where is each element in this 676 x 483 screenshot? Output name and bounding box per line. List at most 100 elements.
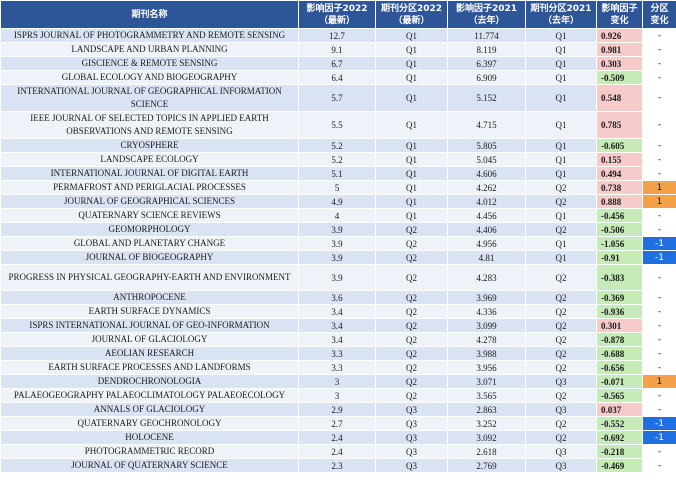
- journal-name: JOURNAL OF GLACIOLOGY: [0, 332, 299, 347]
- quartile-2021: Q2: [525, 430, 597, 445]
- quartile-2021: Q2: [525, 194, 597, 209]
- header-if-change: 影响因子 变化: [596, 0, 643, 29]
- quartile-change: -: [642, 84, 676, 112]
- impact-factor-2021: 3.071: [447, 374, 526, 389]
- header-if-2022-line: （最新）: [318, 15, 355, 26]
- quartile-change: -: [642, 304, 676, 319]
- impact-factor-2022: 2.9: [298, 402, 376, 417]
- quartile-2022: Q1: [375, 180, 448, 195]
- impact-factor-2022: 5: [298, 180, 376, 195]
- quartile-change: -: [642, 402, 676, 417]
- quartile-2021: Q1: [525, 70, 597, 85]
- impact-factor-2021: 4.81: [447, 250, 526, 265]
- journal-name: GLOBAL AND PLANETARY CHANGE: [0, 236, 299, 251]
- quartile-change: -: [642, 346, 676, 361]
- impact-factor-2022: 3.9: [298, 250, 376, 265]
- impact-factor-2021: 5.805: [447, 138, 526, 153]
- quartile-change: -1: [642, 236, 676, 251]
- quartile-change: -: [642, 290, 676, 305]
- impact-factor-change: 0.155: [596, 152, 643, 167]
- impact-factor-2021: 3.252: [447, 416, 526, 431]
- quartile-2021: Q2: [525, 332, 597, 347]
- table-row: PERMAFROST AND PERIGLACIAL PROCESSES 5 Q1 4…: [0, 180, 676, 195]
- impact-factor-2022: 3.9: [298, 236, 376, 251]
- table-row: HOLOCENE 2.4 Q3 3.092 Q2 -0.692 -1: [0, 430, 676, 445]
- impact-factor-2022: 2.3: [298, 458, 376, 473]
- table-row: PALAEOGEOGRAPHY PALAEOCLIMATOLOGY PALAEO…: [0, 388, 676, 403]
- header-if-change-line: 变化: [610, 15, 629, 26]
- quartile-2022: Q1: [375, 194, 448, 209]
- quartile-change: -: [642, 42, 676, 57]
- journal-name: EARTH SURFACE PROCESSES AND LANDFORMS: [0, 360, 299, 375]
- quartile-2021: Q1: [525, 42, 597, 57]
- journal-name: QUATERNARY GEOCHRONOLOGY: [0, 416, 299, 431]
- quartile-2022: Q2: [375, 222, 448, 237]
- quartile-2022: Q2: [375, 250, 448, 265]
- header-if-2021-line: （去年）: [468, 15, 505, 26]
- quartile-2022: Q1: [375, 166, 448, 181]
- quartile-2022: Q2: [375, 290, 448, 305]
- impact-factor-2021: 4.456: [447, 208, 526, 223]
- quartile-2021: Q1: [525, 166, 597, 181]
- quartile-change: -: [642, 264, 676, 291]
- impact-factor-2021: 4.262: [447, 180, 526, 195]
- journal-name: PHOTOGRAMMETRIC RECORD: [0, 444, 299, 459]
- quartile-change: -: [642, 222, 676, 237]
- impact-factor-2022: 2.4: [298, 430, 376, 445]
- impact-factor-2022: 12.7: [298, 28, 376, 43]
- impact-factor-2021: 11.774: [447, 28, 526, 43]
- quartile-2021: Q3: [525, 402, 597, 417]
- quartile-change: -: [642, 388, 676, 403]
- table-row: GLOBAL ECOLOGY AND BIOGEOGRAPHY 6.4 Q1 6.90…: [0, 70, 676, 85]
- impact-factor-2021: 6.397: [447, 56, 526, 71]
- header-quartile-2022-line: 期刊分区2022: [380, 3, 443, 14]
- impact-factor-change: -0.506: [596, 222, 643, 237]
- quartile-2022: Q1: [375, 111, 448, 139]
- impact-factor-change: 0.981: [596, 42, 643, 57]
- quartile-2021: Q2: [525, 388, 597, 403]
- table-row: DENDROCHRONOLOGIA 3 Q2 3.071 Q3 -0.071 1: [0, 374, 676, 389]
- table-row: PHOTOGRAMMETRIC RECORD 2.4 Q3 2.618 Q3 -0.218…: [0, 444, 676, 459]
- table-row: INTERNATIONAL JOURNAL OF DIGITAL EARTH 5.…: [0, 166, 676, 181]
- header-quartile-2022: 期刊分区2022 （最新）: [375, 0, 448, 29]
- impact-factor-change: -0.656: [596, 360, 643, 375]
- table-row: LANDSCAPE AND URBAN PLANNING 9.1 Q1 8.119 Q1…: [0, 42, 676, 57]
- journal-name: GEOMORPHOLOGY: [0, 222, 299, 237]
- impact-factor-2022: 3.3: [298, 346, 376, 361]
- quartile-2022: Q1: [375, 84, 448, 112]
- table-row: JOURNAL OF BIOGEOGRAPHY 3.9 Q2 4.81 Q1 -0.91-…: [0, 250, 676, 265]
- impact-factor-2022: 3.6: [298, 290, 376, 305]
- journal-name: CRYOSPHERE: [0, 138, 299, 153]
- impact-factor-2022: 5.5: [298, 111, 376, 139]
- impact-factor-2022: 3: [298, 388, 376, 403]
- journal-name: ISPRS INTERNATIONAL JOURNAL OF GEO-INFOR…: [0, 318, 299, 333]
- impact-factor-2021: 5.045: [447, 152, 526, 167]
- impact-factor-2021: 3.988: [447, 346, 526, 361]
- quartile-change: -: [642, 208, 676, 223]
- impact-factor-2022: 5.1: [298, 166, 376, 181]
- quartile-change: -: [642, 111, 676, 139]
- table-row: LANDSCAPE ECOLOGY 5.2 Q1 5.045 Q1 0.155-: [0, 152, 676, 167]
- impact-factor-change: 0.301: [596, 318, 643, 333]
- quartile-2022: Q1: [375, 152, 448, 167]
- journal-name: PALAEOGEOGRAPHY PALAEOCLIMATOLOGY PALAEO…: [0, 388, 299, 403]
- journal-name: DENDROCHRONOLOGIA: [0, 374, 299, 389]
- quartile-2022: Q1: [375, 28, 448, 43]
- impact-factor-2021: 2.863: [447, 402, 526, 417]
- impact-factor-change: -0.936: [596, 304, 643, 319]
- impact-factor-change: -0.509: [596, 70, 643, 85]
- impact-factor-change: -0.565: [596, 388, 643, 403]
- impact-factor-2021: 8.119: [447, 42, 526, 57]
- quartile-change: 1: [642, 180, 676, 195]
- header-if-2021: 影响因子2021 （去年）: [447, 0, 526, 29]
- quartile-2022: Q3: [375, 402, 448, 417]
- quartile-2022: Q2: [375, 318, 448, 333]
- quartile-2022: Q2: [375, 388, 448, 403]
- impact-factor-2021: 2.769: [447, 458, 526, 473]
- quartile-2022: Q2: [375, 374, 448, 389]
- impact-factor-change: -0.878: [596, 332, 643, 347]
- impact-factor-2022: 9.1: [298, 42, 376, 57]
- journal-name: LANDSCAPE ECOLOGY: [0, 152, 299, 167]
- quartile-2021: Q1: [525, 138, 597, 153]
- quartile-2022: Q3: [375, 444, 448, 459]
